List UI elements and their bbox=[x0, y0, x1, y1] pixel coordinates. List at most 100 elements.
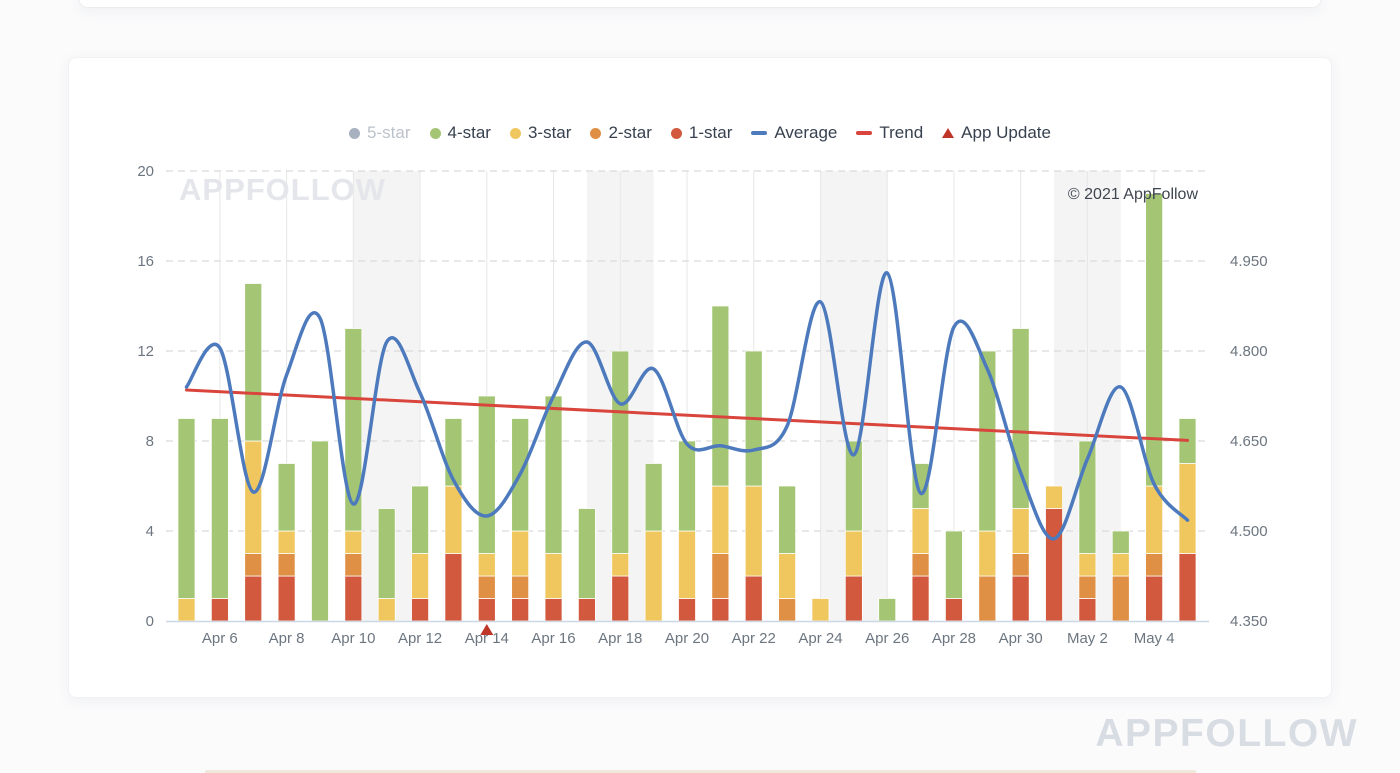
bar-segment-3-star[interactable] bbox=[911, 508, 930, 554]
bar-segment-4-star[interactable] bbox=[644, 463, 663, 532]
bar-segment-4-star[interactable] bbox=[1011, 328, 1030, 509]
bar-segment-1-star[interactable] bbox=[444, 553, 463, 622]
bar-segment-3-star[interactable] bbox=[844, 530, 863, 577]
x-tick-label: May 4 bbox=[1134, 630, 1175, 647]
legend-item-3-star[interactable]: 3-star bbox=[509, 123, 571, 143]
app-update-marker-icon[interactable] bbox=[480, 624, 494, 635]
bar-segment-1-star[interactable] bbox=[911, 575, 930, 622]
bar-segment-4-star[interactable] bbox=[244, 283, 263, 442]
bar-segment-3-star[interactable] bbox=[244, 440, 263, 554]
bar-segment-3-star[interactable] bbox=[277, 530, 296, 554]
bar-segment-2-star[interactable] bbox=[1145, 553, 1164, 577]
bar-segment-3-star[interactable] bbox=[644, 530, 663, 622]
bar-segment-3-star[interactable] bbox=[811, 598, 830, 622]
x-tick-label: May 2 bbox=[1067, 630, 1108, 647]
bar-segment-4-star[interactable] bbox=[477, 395, 496, 554]
bar-segment-1-star[interactable] bbox=[411, 598, 429, 622]
bar-segment-2-star[interactable] bbox=[277, 553, 296, 577]
bar-segment-4-star[interactable] bbox=[678, 440, 696, 532]
bar-segment-3-star[interactable] bbox=[344, 530, 363, 554]
bar-segment-3-star[interactable] bbox=[477, 553, 496, 577]
bar-segment-3-star[interactable] bbox=[1078, 553, 1097, 577]
bar-segment-2-star[interactable] bbox=[244, 553, 263, 577]
bar-segment-4-star[interactable] bbox=[444, 418, 463, 487]
5-star-legend-marker-icon bbox=[349, 127, 361, 139]
bar-segment-1-star[interactable] bbox=[1011, 575, 1030, 622]
bar-segment-4-star[interactable] bbox=[711, 305, 730, 487]
legend-item-app-update[interactable]: App Update bbox=[942, 123, 1051, 143]
bar-segment-2-star[interactable] bbox=[477, 575, 496, 599]
bar-segment-1-star[interactable] bbox=[1178, 553, 1197, 622]
bar-segment-1-star[interactable] bbox=[511, 598, 530, 622]
legend-item-5-star[interactable]: 5-star bbox=[349, 123, 411, 143]
bar-segment-1-star[interactable] bbox=[544, 598, 563, 622]
bar-segment-1-star[interactable] bbox=[844, 575, 863, 622]
bar-segment-4-star[interactable] bbox=[611, 350, 630, 554]
bar-segment-4-star[interactable] bbox=[210, 418, 229, 599]
legend-item-average[interactable]: Average bbox=[751, 123, 837, 143]
bar-segment-4-star[interactable] bbox=[344, 328, 363, 532]
bar-segment-4-star[interactable] bbox=[277, 463, 296, 532]
bar-segment-1-star[interactable] bbox=[344, 575, 363, 622]
bar-segment-3-star[interactable] bbox=[444, 485, 463, 554]
bar-segment-4-star[interactable] bbox=[778, 485, 796, 554]
bar-segment-3-star[interactable] bbox=[978, 530, 997, 577]
bar-segment-1-star[interactable] bbox=[711, 598, 730, 622]
bar-segment-3-star[interactable] bbox=[1011, 508, 1030, 554]
bar-segment-1-star[interactable] bbox=[945, 598, 963, 622]
bar-segment-2-star[interactable] bbox=[978, 575, 997, 622]
bar-segment-3-star[interactable] bbox=[744, 485, 763, 577]
bar-segment-4-star[interactable] bbox=[544, 395, 563, 554]
next-section-edge bbox=[205, 770, 1196, 773]
bar-segment-1-star[interactable] bbox=[277, 575, 296, 622]
bar-segment-2-star[interactable] bbox=[911, 553, 930, 577]
bar-segment-4-star[interactable] bbox=[978, 350, 997, 532]
bar-segment-4-star[interactable] bbox=[578, 508, 596, 599]
bar-segment-1-star[interactable] bbox=[1045, 508, 1063, 622]
bar-segment-1-star[interactable] bbox=[244, 575, 263, 622]
bar-segment-3-star[interactable] bbox=[1111, 553, 1130, 577]
bar-segment-1-star[interactable] bbox=[1078, 598, 1097, 622]
bar-segment-1-star[interactable] bbox=[1145, 575, 1164, 622]
bar-segment-3-star[interactable] bbox=[177, 598, 196, 622]
bar-segment-3-star[interactable] bbox=[411, 553, 429, 599]
bar-segment-4-star[interactable] bbox=[1111, 530, 1130, 554]
bar-segment-2-star[interactable] bbox=[1078, 575, 1097, 599]
bar-segment-2-star[interactable] bbox=[1111, 575, 1130, 622]
bar-segment-4-star[interactable] bbox=[411, 485, 429, 554]
bar-segment-2-star[interactable] bbox=[1011, 553, 1030, 577]
4-star-legend-marker-icon bbox=[429, 127, 441, 139]
bar-segment-1-star[interactable] bbox=[611, 575, 630, 622]
bar-segment-4-star[interactable] bbox=[177, 418, 196, 599]
bar-segment-3-star[interactable] bbox=[611, 553, 630, 577]
bar-segment-2-star[interactable] bbox=[511, 575, 530, 599]
bar-segment-4-star[interactable] bbox=[311, 440, 329, 622]
bar-segment-2-star[interactable] bbox=[344, 553, 363, 577]
bar-segment-3-star[interactable] bbox=[711, 485, 730, 554]
bar-segment-1-star[interactable] bbox=[210, 598, 229, 622]
legend-item-4-star[interactable]: 4-star bbox=[429, 123, 491, 143]
bar-segment-1-star[interactable] bbox=[744, 575, 763, 622]
bar-segment-1-star[interactable] bbox=[477, 598, 496, 622]
bar-segment-2-star[interactable] bbox=[778, 598, 796, 622]
bar-segment-4-star[interactable] bbox=[377, 508, 396, 599]
bar-segment-4-star[interactable] bbox=[878, 598, 897, 622]
bar-segment-3-star[interactable] bbox=[544, 553, 563, 599]
legend-item-trend[interactable]: Trend bbox=[856, 123, 923, 143]
legend-item-1-star[interactable]: 1-star bbox=[670, 123, 732, 143]
bar-segment-4-star[interactable] bbox=[1145, 193, 1164, 487]
y-tick-label-left: 16 bbox=[137, 253, 154, 270]
bar-segment-1-star[interactable] bbox=[578, 598, 596, 622]
bar-segment-3-star[interactable] bbox=[778, 553, 796, 599]
bar-segment-3-star[interactable] bbox=[1045, 485, 1063, 509]
bar-segment-4-star[interactable] bbox=[844, 440, 863, 532]
legend-item-2-star[interactable]: 2-star bbox=[590, 123, 652, 143]
bar-segment-2-star[interactable] bbox=[711, 553, 730, 599]
bar-segment-3-star[interactable] bbox=[678, 530, 696, 599]
bar-segment-1-star[interactable] bbox=[678, 598, 696, 622]
legend-label: Trend bbox=[879, 123, 924, 142]
bar-segment-3-star[interactable] bbox=[511, 530, 530, 577]
bar-segment-3-star[interactable] bbox=[1178, 463, 1197, 554]
bar-segment-4-star[interactable] bbox=[945, 530, 963, 599]
bar-segment-3-star[interactable] bbox=[377, 598, 396, 622]
